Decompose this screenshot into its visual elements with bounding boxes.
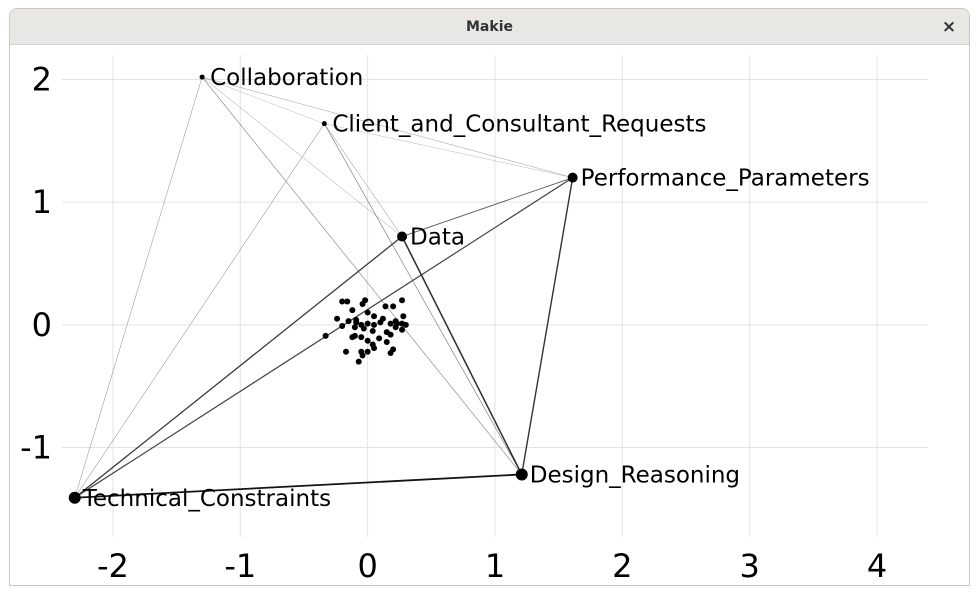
cluster-point [362,297,369,304]
edge-line [521,177,574,475]
cluster-point [355,358,362,365]
cluster-point [364,337,371,344]
cluster-point [349,334,356,341]
edge-line [201,76,522,475]
cluster-point [334,315,341,322]
cluster-point [339,298,346,305]
x-tick-label: 4 [867,547,887,585]
cluster-point [344,298,351,305]
edge-line [202,76,573,178]
cluster-point [387,350,394,357]
edge-line [74,123,325,498]
edge-line [74,77,203,498]
grid [62,55,928,537]
cluster-point [351,324,358,331]
node-label: Client_and_Consultant_Requests [332,112,706,138]
edge-line [74,473,522,499]
y-tick-label: 2 [32,61,52,99]
node-label: Technical_Constraints [82,486,331,512]
edge-line [401,177,573,237]
tick-labels: -2 -1 0 1 2 3 4 -1 0 1 2 [20,61,887,585]
cluster-point [387,331,394,338]
cluster-point [322,332,329,339]
edge-line [401,236,523,475]
node-point [515,468,528,481]
cluster-point [371,345,378,352]
x-tick-label: 3 [740,547,760,585]
cluster-point [339,323,346,330]
cluster-point [342,348,349,355]
edges [74,76,574,499]
x-tick-label: -1 [224,547,256,585]
makie-window: Makie × Collaboration Client_and_Consulta… [9,8,970,586]
cluster-point [399,326,406,333]
node-label: Performance_Parameters [581,166,870,192]
cluster-point [364,348,371,355]
plot-canvas[interactable]: Collaboration Client_and_Consultant_Reque… [10,45,969,585]
x-tick-label: 0 [357,547,377,585]
edge-line [74,236,403,499]
node-label: Data [410,225,465,251]
title-bar[interactable]: Makie × [10,9,969,45]
cluster-point [392,318,399,325]
labeled-nodes: Collaboration Client_and_Consultant_Reque… [68,65,870,512]
cluster-point [371,321,378,328]
y-tick-label: 0 [32,306,52,344]
edge-line [324,123,573,178]
node-label: Collaboration [210,65,363,91]
node-point [68,491,81,504]
cluster-point [383,338,390,345]
edge-line [324,123,403,237]
cluster-point [399,297,406,304]
node-point [321,121,327,127]
cluster-point [345,318,352,325]
cluster-points [322,297,409,365]
cluster-point [364,320,371,327]
cluster-point [360,325,367,332]
edge-line [202,76,325,124]
network-scatter-chart: Collaboration Client_and_Consultant_Reque… [20,55,928,585]
cluster-point [382,303,389,310]
node-point [199,74,205,80]
cluster-point [376,335,383,342]
cluster-point [402,321,409,328]
close-icon[interactable]: × [941,17,957,37]
edge-line [324,123,523,475]
node-label: Design_Reasoning [530,462,740,488]
cluster-point [353,316,360,323]
y-tick-label: -1 [20,428,52,466]
cluster-point [392,324,399,331]
node-point [397,231,408,242]
cluster-point [359,352,366,359]
x-tick-label: 1 [485,547,505,585]
node-point [567,172,578,183]
cluster-point [349,307,356,314]
cluster-point [387,320,394,327]
y-tick-label: 1 [32,183,52,221]
cluster-point [358,334,365,341]
x-tick-label: -2 [97,547,129,585]
window-title: Makie [466,19,513,35]
cluster-point [390,303,397,310]
cluster-point [369,327,376,334]
cluster-point [377,319,384,326]
cluster-point [400,313,407,320]
cluster-point [371,313,378,320]
cluster-point [364,309,371,316]
x-tick-label: 2 [612,547,632,585]
